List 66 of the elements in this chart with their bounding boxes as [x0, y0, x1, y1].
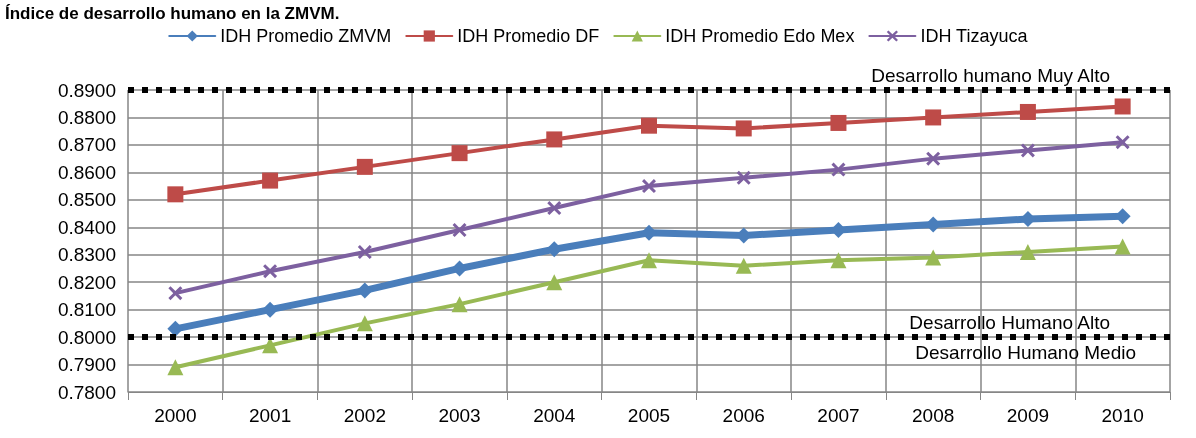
y-tick-label: 0.8500 — [57, 189, 116, 211]
y-tick-label: 0.7800 — [57, 381, 116, 403]
x-tick-label: 2005 — [627, 405, 671, 426]
x-tick-label: 2006 — [722, 405, 765, 426]
ref-line-label: Desarrollo Humano Alto — [909, 312, 1110, 334]
point — [1020, 143, 1035, 158]
point — [546, 274, 563, 291]
legend-label: IDH Promedio DF — [457, 26, 600, 46]
point — [356, 282, 373, 299]
point — [451, 296, 468, 313]
point — [452, 223, 467, 238]
x-tick-label: 2009 — [1006, 405, 1050, 426]
y-tick-label: 0.8900 — [57, 79, 116, 101]
point — [1114, 98, 1131, 115]
point — [357, 244, 372, 259]
point — [926, 151, 941, 166]
point — [167, 359, 184, 376]
point — [925, 249, 942, 266]
point — [1114, 238, 1131, 255]
y-tick-label: 0.8400 — [57, 216, 116, 238]
point — [1019, 103, 1036, 120]
point — [451, 260, 468, 277]
point — [830, 114, 847, 131]
y-tick-label: 0.8700 — [57, 134, 116, 156]
point — [547, 201, 562, 216]
point — [735, 257, 752, 274]
x-tick-label: 2001 — [248, 405, 292, 426]
x-tick-label: 2008 — [912, 405, 955, 426]
y-tick-label: 0.8300 — [57, 244, 116, 266]
point — [167, 186, 184, 203]
x-tick-label: 2007 — [817, 405, 860, 426]
point — [642, 179, 656, 194]
point — [1115, 135, 1130, 150]
y-tick-label: 0.7900 — [57, 354, 116, 376]
y-tick-label: 0.8100 — [57, 299, 116, 321]
chart-title: Índice de desarrollo humano en la ZMVM. — [5, 4, 340, 23]
legend-label: IDH Tizayuca — [920, 26, 1029, 46]
point — [546, 131, 563, 148]
point — [356, 158, 373, 175]
ref-line-label: Desarrollo humano Muy Alto — [871, 65, 1110, 86]
y-tick-label: 0.8200 — [57, 271, 116, 293]
legend-label: IDH Promedio ZMVM — [220, 26, 392, 46]
point — [735, 120, 752, 137]
point — [356, 315, 373, 332]
point — [830, 252, 847, 269]
x-tick-label: 2004 — [533, 405, 576, 426]
legend-label: IDH Promedio Edo Mex — [665, 26, 855, 46]
annotation: Desarrollo Humano Medio — [915, 342, 1137, 364]
x-tick-label: 2002 — [343, 405, 386, 426]
point — [262, 172, 279, 189]
point — [736, 170, 751, 185]
point — [641, 252, 657, 269]
point — [641, 117, 657, 134]
point — [451, 145, 468, 162]
x-tick-label: 2010 — [1101, 405, 1144, 426]
point — [1019, 243, 1036, 260]
point — [925, 109, 942, 126]
y-tick-label: 0.8800 — [57, 106, 116, 128]
y-tick-label: 0.8000 — [57, 326, 116, 348]
point — [263, 264, 278, 279]
point — [262, 301, 279, 318]
x-tick-label: 2003 — [438, 405, 481, 426]
point — [168, 286, 183, 301]
x-tick-label: 2000 — [154, 405, 197, 426]
y-tick-label: 0.8600 — [57, 161, 116, 183]
point — [831, 162, 846, 177]
